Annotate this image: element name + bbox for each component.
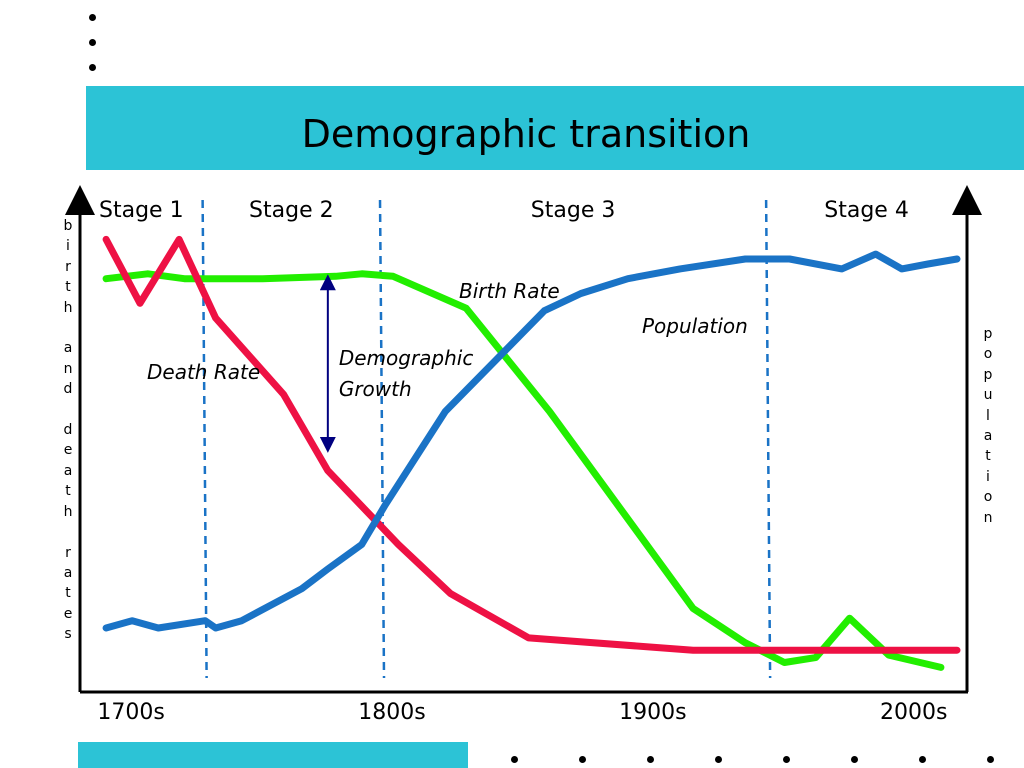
stage-label-3: Stage 3 bbox=[531, 198, 616, 223]
series-line-death-rate bbox=[102, 235, 961, 654]
series-label-population: Population bbox=[642, 314, 748, 338]
bottom-dot-7 bbox=[919, 756, 926, 763]
stage-divider-1 bbox=[201, 199, 208, 679]
stage-label-4: Stage 4 bbox=[824, 198, 909, 223]
bullet-1 bbox=[89, 14, 96, 21]
stage-divider-3 bbox=[764, 199, 772, 679]
bullet-2 bbox=[89, 39, 96, 46]
stage-label-1: Stage 1 bbox=[99, 198, 184, 223]
annotation-demographic-growth: Demographic Growth bbox=[339, 346, 474, 401]
x-tick-1700s: 1700s bbox=[97, 700, 164, 725]
bottom-dot-6 bbox=[851, 756, 858, 763]
bullet-3 bbox=[89, 64, 96, 71]
bottom-dot-8 bbox=[987, 756, 994, 763]
x-tick-2000s: 2000s bbox=[880, 700, 947, 725]
bottom-dot-5 bbox=[783, 756, 790, 763]
x-tick-1800s: 1800s bbox=[358, 700, 425, 725]
title-band: Demographic transition bbox=[86, 86, 1024, 170]
bottom-dot-2 bbox=[579, 756, 586, 763]
stage-label-2: Stage 2 bbox=[249, 198, 334, 223]
stage-divider-2 bbox=[378, 199, 386, 679]
series-line-birth-rate bbox=[102, 270, 945, 671]
bottom-dot-3 bbox=[647, 756, 654, 763]
page-title: Demographic transition bbox=[301, 112, 751, 156]
bottom-dot-4 bbox=[715, 756, 722, 763]
x-tick-1900s: 1900s bbox=[619, 700, 686, 725]
bottom-dot-1 bbox=[511, 756, 518, 763]
series-label-death-rate: Death Rate bbox=[147, 360, 260, 384]
bottom-band bbox=[78, 742, 468, 768]
series-label-birth-rate: Birth Rate bbox=[459, 279, 560, 303]
y-axis-label-left: b i r t h a n d d e a t h r a t e s bbox=[63, 218, 73, 643]
series-line-population bbox=[102, 250, 961, 632]
y-axis-label-right: p o p u l a t i o n bbox=[983, 326, 993, 526]
